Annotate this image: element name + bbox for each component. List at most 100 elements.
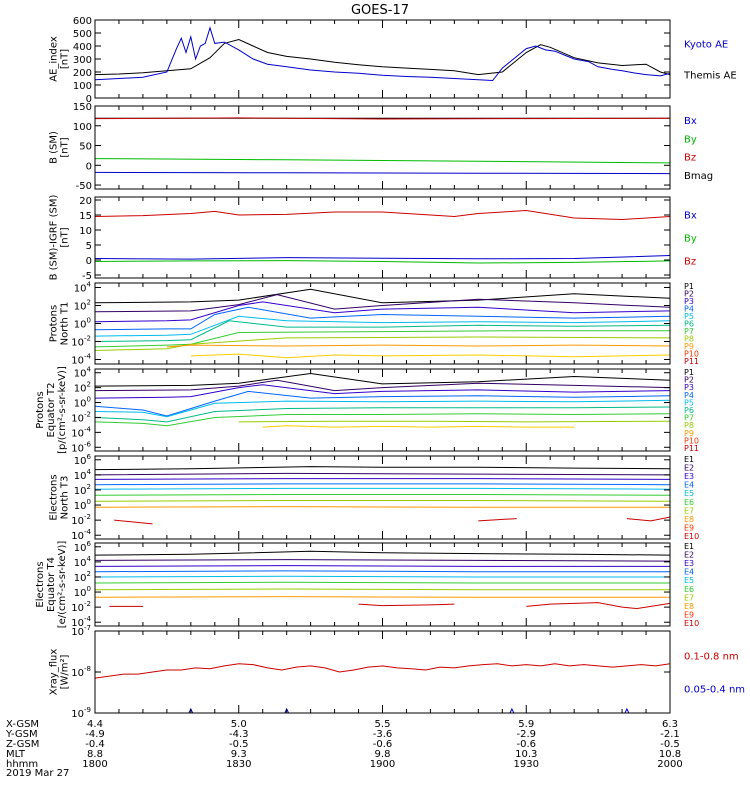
y-axis-label: Protons — [35, 391, 46, 428]
y-tick-label: 500 — [73, 29, 92, 40]
series-line-p8 — [95, 336, 670, 351]
legend-item: P6 — [684, 320, 694, 329]
series-line-e6 — [95, 494, 670, 496]
series-line-bz — [95, 209, 670, 221]
legend-item: P4 — [684, 391, 694, 400]
series-line-e6 — [95, 581, 670, 584]
legend-item: E6 — [684, 498, 694, 507]
y-tick-label: 10-4 — [71, 425, 91, 439]
series-group — [95, 26, 670, 82]
y-tick-label: 10-2 — [71, 513, 91, 527]
footer-row-label: X-GSM — [6, 719, 39, 730]
y-axis-label: Electrons — [35, 561, 46, 607]
footer-value: -0.6 — [516, 739, 536, 750]
legend-item: P4 — [684, 305, 694, 314]
series-line-p4 — [95, 306, 670, 331]
footer-row-label: 2019 Mar 27 — [6, 768, 69, 779]
y-tick-label: 20 — [79, 196, 92, 207]
series-line-kyoto-ae — [95, 26, 670, 82]
y-tick-label: 100 — [74, 317, 91, 331]
y-axis-label: Equator T4 — [46, 557, 57, 612]
legend-item: E4 — [684, 481, 694, 490]
series-line-bz — [95, 117, 670, 120]
legend-item: By — [684, 134, 697, 145]
y-tick-label: 100 — [73, 122, 92, 133]
y-tick-label: 10-4 — [71, 615, 91, 629]
series-line-by — [95, 260, 670, 264]
series-line-e3 — [95, 565, 670, 567]
series-line-e2 — [95, 559, 670, 562]
legend-item: P10 — [684, 350, 699, 359]
y-tick-label: 10 — [79, 226, 92, 237]
y-tick-label: 104 — [74, 555, 92, 569]
y-tick-label: 10-4 — [71, 353, 91, 367]
series-line-e7 — [95, 588, 670, 591]
legend-item: P11 — [684, 357, 699, 366]
footer-value: 9.8 — [375, 749, 391, 760]
y-tick-label: 104 — [74, 468, 92, 482]
legend-item: P3 — [684, 297, 694, 306]
series-line-e8 — [95, 506, 670, 508]
y-tick-label: 102 — [74, 299, 91, 313]
footer-row-label: MLT — [6, 749, 26, 760]
series-line-p2 — [95, 379, 670, 392]
chart-title: GOES-17 — [351, 3, 409, 18]
footer-value: -4.3 — [229, 729, 249, 740]
footer-value: 4.4 — [87, 719, 103, 730]
legend-item: P8 — [684, 421, 694, 430]
series-line-p3 — [95, 301, 670, 323]
footer-value: -2.9 — [516, 729, 536, 740]
y-tick-label: 104 — [74, 281, 92, 295]
y-tick-label: -5 — [82, 271, 92, 282]
legend-item: E9 — [684, 523, 694, 532]
legend-item: Bz — [684, 153, 696, 164]
legend-item: Themis AE — [683, 71, 737, 82]
panel-2: -50 0 50 100 150 B (SM) [nT] Bx By Bz Bmag — [49, 102, 714, 192]
legend-item: Bz — [684, 257, 696, 268]
y-tick-label: 10-4 — [71, 528, 91, 542]
footer-value: -0.5 — [660, 739, 680, 750]
series-line-e9a — [114, 519, 153, 525]
y-axis-label: B (SM)-IGRF (SM) — [49, 195, 60, 281]
footer-value: 1830 — [226, 759, 251, 770]
panel-1: 0 100 200 300 400 500 600 AE_index [nT] Kyoto AE T… — [49, 16, 737, 105]
legend-item: E3 — [684, 559, 694, 568]
y-tick-label: 10-2 — [71, 335, 91, 349]
series-line-p6 — [95, 406, 670, 423]
y-tick-label: 106 — [74, 540, 92, 554]
y-tick-label: 100 — [73, 81, 92, 92]
footer-value: 10.3 — [515, 749, 537, 760]
y-tick-label: 104 — [74, 366, 92, 380]
series-group — [95, 466, 670, 525]
legend-item: P7 — [684, 414, 694, 423]
legend-item: P9 — [684, 342, 694, 351]
y-tick-label: 600 — [73, 16, 92, 27]
footer-value: 10.8 — [659, 749, 681, 760]
y-tick-label: 10-2 — [71, 600, 91, 614]
legend-item: E7 — [684, 506, 694, 515]
y-tick-label: 0 — [86, 161, 92, 172]
y-tick-label: 102 — [74, 381, 91, 395]
y-tick-label: 10-8 — [71, 665, 91, 679]
series-line-e8 — [95, 596, 670, 598]
series-line-p4 — [95, 390, 670, 417]
legend-item: E6 — [684, 585, 694, 594]
y-axis-label: North T3 — [60, 476, 71, 520]
legend-item: E7 — [684, 593, 694, 602]
series-line-p6 — [95, 320, 670, 342]
y-tick-label: 300 — [73, 55, 92, 66]
legend-item: P5 — [684, 398, 694, 407]
legend-item: P7 — [684, 327, 694, 336]
legend-item: Bx — [684, 210, 697, 221]
series-line-e9b — [358, 603, 455, 607]
y-tick-label: 15 — [79, 211, 92, 222]
panel-frame — [94, 368, 671, 452]
legend-item: P1 — [684, 282, 694, 291]
legend-item: 0.1-0.8 nm — [684, 652, 739, 663]
y-tick-label: 10-6 — [71, 440, 91, 454]
footer-value: 5.5 — [375, 719, 391, 730]
series-line-p5 — [95, 315, 670, 337]
